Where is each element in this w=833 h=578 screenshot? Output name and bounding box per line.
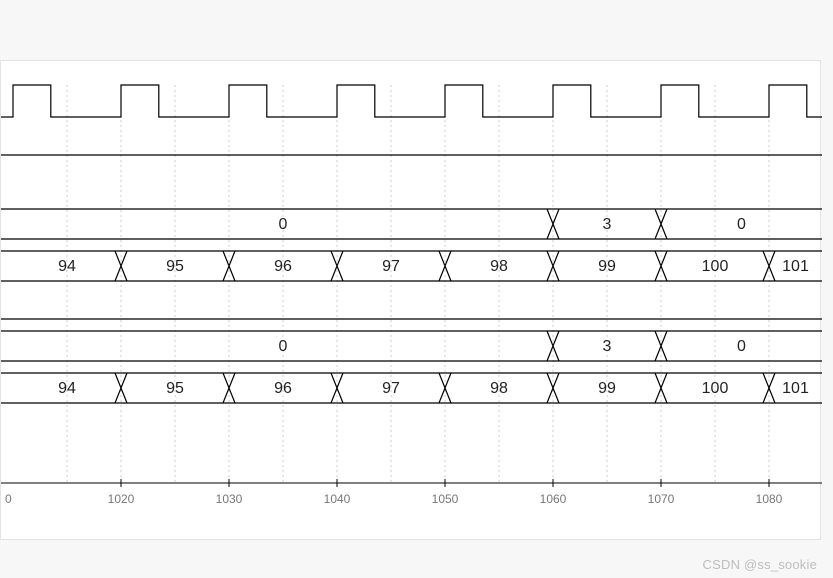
svg-text:99: 99 [598,380,616,397]
svg-text:99: 99 [598,258,616,275]
svg-text:0: 0 [737,338,746,355]
waveform-svg: 0 3 0 94 95 96 97 98 99 100 101 0 3 0 94 95 96 97 98 99 100 1… [1,61,822,541]
svg-text:96: 96 [274,380,292,397]
svg-text:1070: 1070 [648,492,675,506]
svg-text:0: 0 [5,492,12,506]
svg-text:1040: 1040 [324,492,351,506]
svg-text:1050: 1050 [432,492,459,506]
svg-text:0: 0 [279,338,288,355]
svg-text:98: 98 [490,258,508,275]
svg-text:97: 97 [382,380,400,397]
svg-text:98: 98 [490,380,508,397]
svg-text:1060: 1060 [540,492,567,506]
svg-text:96: 96 [274,258,292,275]
svg-text:94: 94 [58,380,76,397]
screenshot-root: 0 3 0 94 95 96 97 98 99 100 101 0 3 0 94 95 96 97 98 99 100 1… [0,0,833,578]
svg-text:95: 95 [166,380,184,397]
svg-text:1080: 1080 [756,492,783,506]
svg-text:1020: 1020 [108,492,135,506]
svg-text:101: 101 [782,258,809,275]
svg-text:97: 97 [382,258,400,275]
svg-text:3: 3 [603,338,612,355]
watermark-text: CSDN @ss_sookie [703,557,817,572]
svg-text:94: 94 [58,258,76,275]
svg-text:101: 101 [782,380,809,397]
svg-text:95: 95 [166,258,184,275]
svg-text:1030: 1030 [216,492,243,506]
svg-text:0: 0 [737,216,746,233]
svg-text:0: 0 [279,216,288,233]
svg-text:3: 3 [603,216,612,233]
svg-text:100: 100 [702,258,729,275]
waveform-panel: 0 3 0 94 95 96 97 98 99 100 101 0 3 0 94 95 96 97 98 99 100 1… [0,60,821,540]
svg-text:100: 100 [702,380,729,397]
